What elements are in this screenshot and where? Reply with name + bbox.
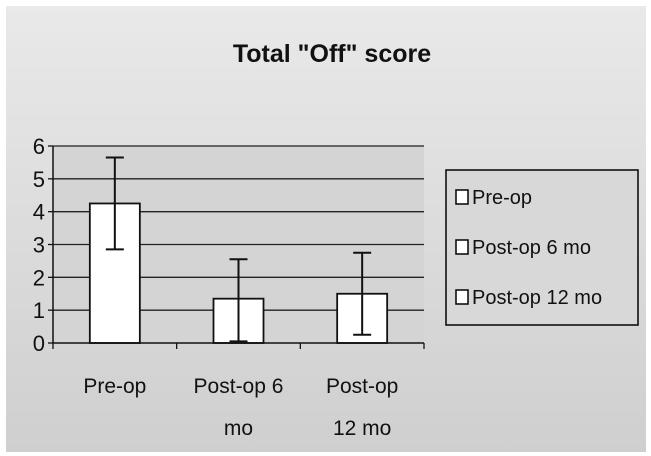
y-tick-labels: 0 1 2 3 4 5 6	[33, 134, 45, 356]
y-tick-label: 3	[33, 233, 45, 258]
legend-swatch	[455, 189, 469, 205]
x-category-label: Post-op 6 mo	[194, 375, 284, 440]
y-tick-label: 4	[33, 200, 45, 225]
x-category-label: Post-op 12 mo	[326, 375, 398, 440]
legend-label: Post-op 6 mo	[472, 237, 591, 259]
y-tick-label: 2	[33, 265, 45, 290]
axes	[48, 145, 425, 349]
x-category-label: Pre-op	[83, 375, 146, 398]
legend-swatch	[455, 289, 469, 305]
chart-title: Total "Off" score	[233, 40, 431, 68]
legend-label: Post-op 12 mo	[472, 287, 602, 309]
legend-label: Pre-op	[472, 187, 532, 209]
chart-svg: Total "Off" score 0 1 2 3 4 5 6 Pre-op Post-op …	[33, 40, 639, 440]
legend: Pre-op Post-op 6 mo Post-op 12 mo	[445, 169, 639, 326]
y-tick-label: 0	[33, 331, 45, 356]
y-tick-label: 5	[33, 167, 45, 192]
y-tick-label: 1	[33, 298, 45, 323]
y-tick-label: 6	[33, 134, 45, 159]
x-category-labels: Pre-op Post-op 6 mo Post-op 12 mo	[83, 375, 398, 440]
error-bars	[105, 156, 372, 343]
chart-frame: Total "Off" score 0 1 2 3 4 5 6 Pre-op Post-op …	[6, 6, 646, 452]
legend-swatch	[455, 239, 469, 255]
legend-box	[445, 169, 639, 326]
